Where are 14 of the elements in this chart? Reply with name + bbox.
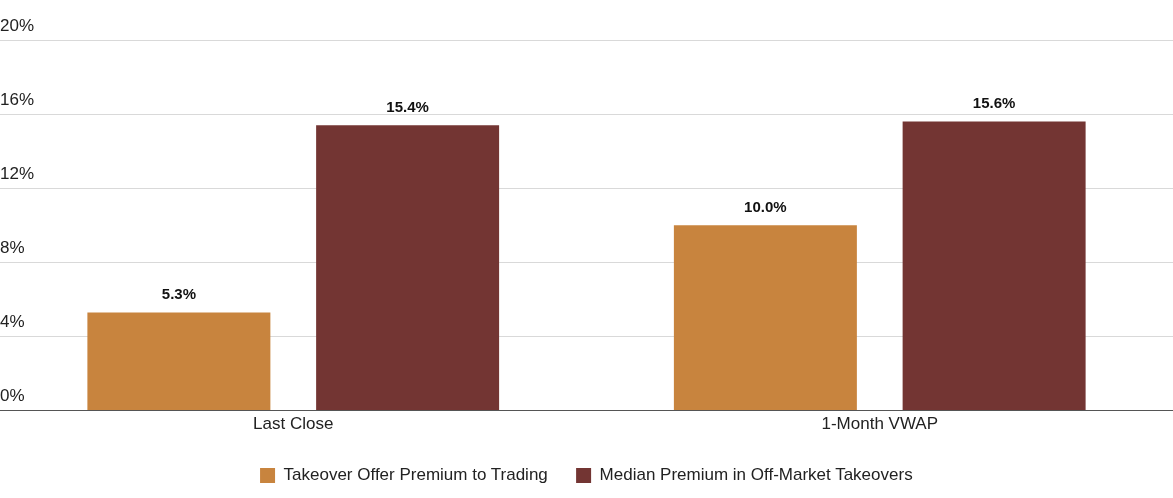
data-label: 15.6% — [972, 94, 1016, 112]
y-tick-label: 4% — [0, 312, 25, 332]
data-label: 10.0% — [744, 197, 787, 215]
y-tick-label: 8% — [0, 238, 25, 258]
legend-label: Takeover Offer Premium to Trading — [283, 465, 548, 485]
x-tick-label: Last Close — [253, 414, 334, 434]
y-tick-label: 16% — [0, 89, 35, 109]
data-label: 5.3% — [161, 285, 196, 303]
x-tick-label: 1-Month VWAP — [821, 414, 939, 434]
y-tick-label: 12% — [0, 163, 35, 183]
legend-label: Median Premium in Off-Market Takeovers — [599, 465, 913, 485]
y-tick-label: 20% — [0, 15, 35, 35]
data-label: 15.4% — [386, 97, 429, 115]
y-tick-label: 0% — [0, 386, 25, 406]
